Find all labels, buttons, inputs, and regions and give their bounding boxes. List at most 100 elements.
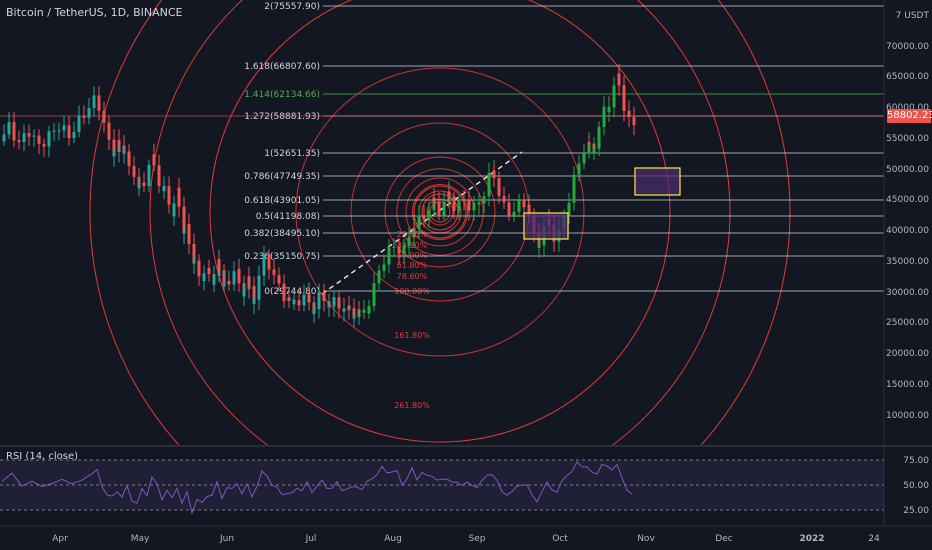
fib-level-label: 0.236(35150.75): [244, 252, 320, 262]
candle-body: [517, 200, 521, 205]
fib-circle-label: 23.60%: [397, 230, 428, 239]
candle-body: [407, 237, 411, 246]
candle-body: [437, 213, 441, 216]
candle-body: [587, 142, 591, 144]
time-axis-label: Dec: [715, 534, 732, 544]
candle-body: [282, 297, 286, 301]
fib-circle: [421, 193, 459, 231]
time-axis-label: May: [131, 534, 150, 544]
candle-body: [432, 197, 436, 202]
candle-body: [62, 125, 66, 131]
candle-body: [192, 243, 196, 264]
candle-body: [467, 205, 471, 211]
candle-body: [367, 305, 371, 314]
candle-body: [397, 248, 401, 254]
time-axis-label: Apr: [52, 534, 68, 544]
candle-body: [502, 201, 506, 203]
price-tick-label: 65000.00: [886, 72, 929, 82]
fib-circle-label: 38.20%: [397, 241, 428, 250]
candle-body: [572, 174, 576, 190]
fib-level-label: 0.786(47749.35): [244, 172, 320, 182]
fib-level-label: 0.5(41198.08): [256, 212, 320, 222]
price-tick-label: 20000.00: [886, 349, 929, 359]
candle-body: [302, 294, 306, 302]
chart-title: Bitcoin / TetherUS, 1D, BINANCE: [6, 6, 183, 19]
time-axis-label: Aug: [384, 534, 402, 544]
candle-body: [567, 202, 571, 210]
candle-body: [97, 99, 101, 111]
candle-body: [252, 299, 256, 304]
zones: [523, 167, 681, 240]
fib-level-label: 0.618(43901.05): [244, 196, 320, 206]
candle-body: [347, 305, 351, 309]
candle-body: [272, 273, 276, 276]
candle-body: [287, 297, 291, 300]
time-axis-label: Oct: [552, 534, 568, 544]
candle-body: [577, 163, 581, 168]
fib-circles: 23.60%38.20%50.00%61.80%78.60%100.00%161…: [89, 0, 791, 445]
candle-body: [297, 300, 301, 306]
candle-body: [522, 203, 526, 208]
candle-body: [57, 130, 61, 132]
candle-body: [22, 133, 26, 143]
price-tick-label: 25000.00: [886, 318, 929, 328]
candle-body: [122, 151, 126, 154]
candle-body: [427, 210, 431, 220]
candle-body: [212, 275, 216, 285]
candle-body: [512, 212, 516, 217]
candle-body: [597, 126, 601, 142]
candle-body: [112, 151, 116, 157]
candle-body: [352, 317, 356, 319]
time-axis-label: Jun: [219, 534, 234, 544]
price-tick-label: 45000.00: [886, 195, 929, 205]
candle-body: [157, 175, 161, 186]
current-price-badge: 58802.23: [887, 109, 932, 123]
candle-body: [632, 116, 636, 126]
candle-body: [527, 204, 531, 215]
candle-body: [322, 295, 326, 302]
candle-body: [277, 276, 281, 284]
rsi-band: [0, 460, 884, 510]
candle-body: [182, 231, 186, 234]
candle-body: [192, 260, 196, 264]
rsi-tick-label: 50.00: [903, 481, 929, 491]
target-zone-box: [634, 167, 681, 196]
candle-body: [32, 135, 36, 137]
candle-body: [187, 224, 191, 244]
fib-circle: [396, 168, 484, 256]
price-axis: 7 USDT 70000.00 65000.00 60000.00 55000.00 50…: [883, 0, 929, 526]
candle-body: [462, 199, 466, 201]
candle-body: [147, 164, 151, 183]
candle-body: [142, 182, 146, 187]
candle-body: [207, 268, 211, 275]
fib-level-label: 1(52651.35): [264, 149, 320, 159]
candle-body: [262, 254, 266, 257]
trend-line: [321, 151, 523, 295]
candle-body: [622, 103, 626, 112]
fib-circle: [384, 156, 496, 268]
candle-body: [442, 201, 446, 212]
price-tick-label: 30000.00: [886, 288, 929, 298]
candle-body: [617, 73, 621, 86]
rsi-tick-label: 25.00: [903, 506, 929, 516]
candle-body: [372, 283, 376, 291]
fib-circle-label: 261.80%: [394, 401, 430, 410]
candle-body: [227, 281, 231, 285]
candle-body: [17, 140, 21, 143]
candle-body: [127, 153, 131, 167]
fib-circle-label: 78.60%: [397, 272, 428, 281]
price-tick-label: 15000.00: [886, 380, 929, 390]
candle-body: [47, 131, 51, 147]
candle-body: [602, 106, 606, 110]
candle-body: [487, 173, 491, 183]
candle-body: [52, 130, 56, 132]
candle-body: [377, 270, 381, 278]
candle-body: [77, 115, 81, 132]
fib-level-label: 2(75557.90): [264, 2, 320, 12]
candle-body: [217, 259, 221, 271]
candle-body: [317, 292, 321, 297]
candle-body: [177, 187, 181, 207]
candle-body: [202, 273, 206, 281]
candle-body: [92, 95, 96, 109]
